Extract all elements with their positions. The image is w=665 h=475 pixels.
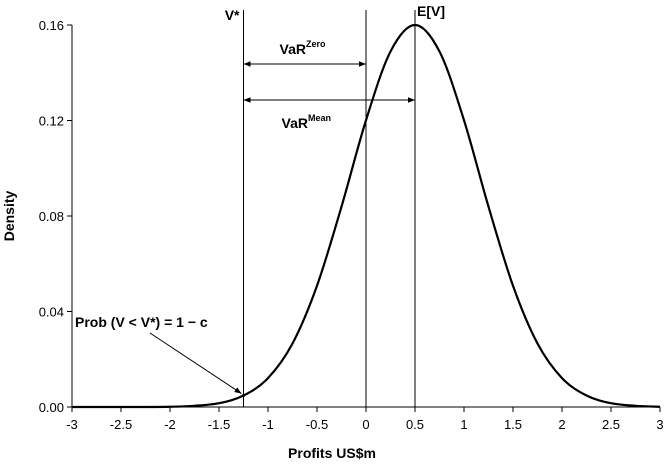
x-tick-label: 0.5: [406, 417, 424, 432]
y-tick-label: 0.12: [39, 114, 64, 129]
x-tick-label: -2: [164, 417, 176, 432]
x-tick-label: 1: [460, 417, 467, 432]
var-mean-label: VaRMean: [282, 113, 331, 131]
density-curve: [71, 23, 661, 409]
expected-value-label: E[V]: [417, 3, 445, 19]
x-tick-label: 1.5: [504, 417, 522, 432]
x-tick-label: 2: [558, 417, 565, 432]
x-tick-label: -1: [262, 417, 274, 432]
prob-point: [242, 394, 245, 398]
y-tick-label: 0.08: [39, 209, 64, 224]
x-tick-label: -3: [66, 417, 78, 432]
label-superscript: Zero: [306, 39, 326, 49]
label-text: VaR: [282, 115, 308, 131]
y-axis-title: Density: [1, 191, 17, 242]
prob-label: Prob (V < V*) = 1 − c: [75, 314, 208, 330]
x-tick-label: -0.5: [306, 417, 328, 432]
label-text: VaR: [280, 41, 306, 57]
x-axis-title: Profits US$m: [288, 445, 376, 461]
x-tick-label: 2.5: [602, 417, 620, 432]
x-tick-label: -2.5: [110, 417, 132, 432]
var-zero-label: VaRZero: [280, 39, 326, 57]
label-superscript: Mean: [308, 113, 331, 123]
y-tick-label: 0.16: [39, 18, 64, 33]
y-tick-label: 0.04: [39, 305, 64, 320]
x-tick-label: -1.5: [208, 417, 230, 432]
v-star-label: V*: [225, 7, 240, 23]
x-tick-label: 0: [362, 417, 369, 432]
prob-pointer: [149, 332, 242, 394]
x-tick-label: 3: [656, 417, 663, 432]
y-tick-label: 0.00: [39, 400, 64, 415]
